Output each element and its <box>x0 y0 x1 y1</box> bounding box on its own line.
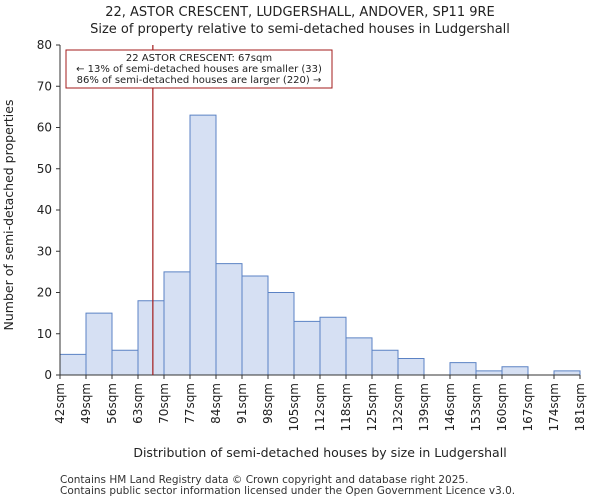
histogram-bar <box>215 263 243 376</box>
histogram-bar <box>85 312 113 376</box>
x-tick-label: 160sqm <box>495 383 509 431</box>
y-tick-label: 50 <box>37 162 52 176</box>
footer-line-2: Contains public sector information licen… <box>60 485 516 497</box>
histogram-bar <box>267 292 295 376</box>
histogram-bar <box>163 271 191 376</box>
x-tick-label: 112sqm <box>313 383 327 431</box>
histogram-bar <box>319 316 347 376</box>
annotation-box <box>65 49 333 89</box>
histogram-bar <box>293 320 321 376</box>
x-tick-label: 132sqm <box>391 383 405 431</box>
footer-line-1: Contains HM Land Registry data © Crown c… <box>60 474 469 486</box>
x-axis-label: Distribution of semi-detached houses by … <box>133 445 506 460</box>
y-tick-label: 20 <box>37 286 52 300</box>
x-tick-label: 63sqm <box>131 383 145 424</box>
histogram-bar <box>59 353 87 376</box>
y-tick-label: 10 <box>37 327 52 341</box>
histogram-bar <box>345 337 373 376</box>
chart-title: 22, ASTOR CRESCENT, LUDGERSHALL, ANDOVER… <box>105 5 495 20</box>
x-tick-label: 56sqm <box>105 383 119 424</box>
histogram-bar <box>189 114 217 376</box>
x-tick-label: 118sqm <box>339 383 353 431</box>
histogram-bar <box>449 362 477 376</box>
x-tick-label: 91sqm <box>235 383 249 424</box>
x-tick-label: 70sqm <box>157 383 171 424</box>
x-tick-label: 153sqm <box>469 383 483 431</box>
histogram-bar <box>475 370 503 376</box>
y-tick-label: 80 <box>37 38 52 52</box>
histogram-bar <box>241 275 269 376</box>
histogram-bar <box>111 349 139 376</box>
y-tick-label: 30 <box>37 244 52 258</box>
annotation-line-2: ← 13% of semi-detached houses are smalle… <box>76 64 322 75</box>
x-tick-label: 174sqm <box>547 383 561 431</box>
annotation-line-1: 22 ASTOR CRESCENT: 67sqm <box>126 53 272 64</box>
histogram-bar <box>501 366 529 376</box>
x-tick-label: 98sqm <box>261 383 275 424</box>
histogram-bar <box>137 300 165 376</box>
histogram-bar <box>397 358 425 376</box>
x-tick-label: 167sqm <box>521 383 535 431</box>
histogram-bar <box>553 370 581 376</box>
x-tick-label: 181sqm <box>573 383 587 431</box>
annotation-line-3: 86% of semi-detached houses are larger (… <box>77 75 322 86</box>
chart-subtitle: Size of property relative to semi-detach… <box>90 22 510 37</box>
x-tick-label: 77sqm <box>183 383 197 424</box>
histogram-bar <box>371 349 399 376</box>
x-tick-label: 125sqm <box>365 383 379 431</box>
x-tick-label: 139sqm <box>417 383 431 431</box>
x-tick-label: 42sqm <box>53 383 67 424</box>
x-tick-label: 84sqm <box>209 383 223 424</box>
y-tick-label: 60 <box>37 121 52 135</box>
y-tick-label: 0 <box>44 368 52 382</box>
y-tick-label: 40 <box>37 203 52 217</box>
x-tick-label: 49sqm <box>79 383 93 424</box>
y-axis-label: Number of semi-detached properties <box>1 100 16 331</box>
y-tick-label: 70 <box>37 79 52 93</box>
x-tick-label: 146sqm <box>443 383 457 431</box>
x-tick-label: 105sqm <box>287 383 301 431</box>
